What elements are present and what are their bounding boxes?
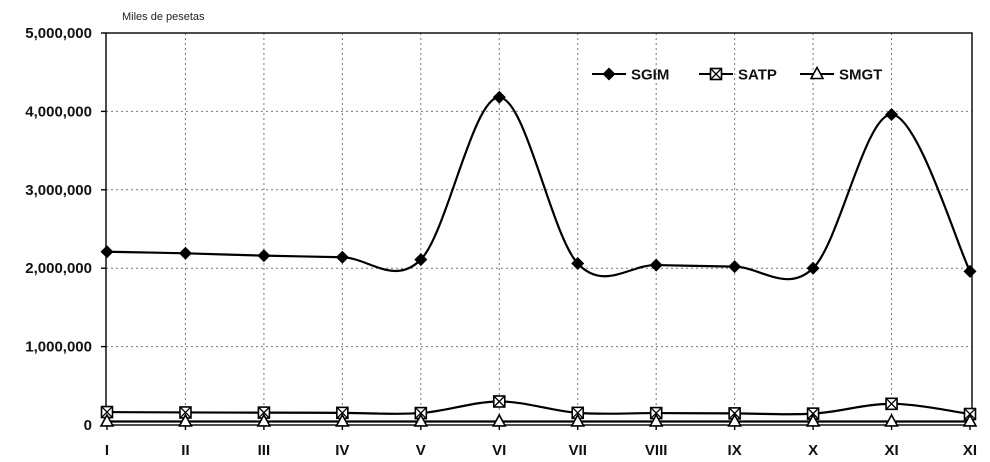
- data-point-sgim: [728, 260, 742, 274]
- series-satp: [100, 395, 977, 421]
- data-point-smgt: [99, 413, 115, 427]
- legend-marker-satp: [709, 67, 723, 81]
- x-tick-label: IX: [728, 442, 742, 459]
- x-tick-label: III: [258, 442, 271, 459]
- data-point-smgt: [570, 413, 586, 427]
- legend-label-smgt: SMGT: [839, 67, 882, 84]
- legend-label-sgim: SGIM: [631, 67, 669, 84]
- data-point-smgt: [648, 413, 664, 427]
- data-point-sgim: [963, 264, 977, 278]
- data-point-sgim: [571, 256, 585, 270]
- x-tick-label: I: [105, 442, 109, 459]
- legend-item-sgim: SGIM: [592, 67, 669, 84]
- series-line-sgim: [106, 96, 971, 281]
- data-point-smgt: [256, 413, 272, 427]
- x-tick-label: VI: [492, 442, 506, 459]
- data-point-satp: [492, 395, 506, 408]
- data-point-smgt: [884, 413, 899, 427]
- data-point-sgim: [806, 261, 820, 275]
- data-point-smgt: [962, 413, 978, 427]
- legend-item-smgt: SMGT: [800, 65, 882, 84]
- x-tick-label: XI: [884, 442, 898, 459]
- series: [99, 90, 978, 427]
- x-tick-label: X: [808, 442, 818, 459]
- data-point-sgim: [649, 258, 663, 272]
- x-tick-label: VII: [569, 442, 587, 459]
- data-point-smgt: [335, 413, 350, 427]
- legend-item-satp: SATP: [699, 67, 777, 84]
- plot-frame: [105, 32, 973, 426]
- data-point-smgt: [727, 413, 742, 427]
- data-point-satp: [885, 397, 898, 411]
- x-tick-label: VIII: [645, 442, 668, 459]
- y-tick-label: 2,000,000: [25, 260, 92, 277]
- data-point-smgt: [413, 413, 429, 427]
- legend-label-satp: SATP: [738, 67, 777, 84]
- legend-marker-smgt: [809, 65, 825, 80]
- y-tick-label: 4,000,000: [25, 103, 92, 120]
- data-point-sgim: [885, 108, 899, 122]
- x-tick-label: V: [416, 442, 426, 459]
- y-tick-label: 5,000,000: [25, 25, 92, 42]
- y-tick-label: 1,000,000: [25, 339, 92, 356]
- data-point-smgt: [805, 413, 821, 427]
- series-line-satp: [106, 400, 971, 416]
- data-point-sgim: [100, 245, 114, 259]
- data-point-sgim: [414, 253, 428, 267]
- data-point-sgim: [257, 249, 271, 263]
- legend: SGIM SATP SMGT: [592, 65, 882, 84]
- y-tick-labels: 5,000,000 4,000,000 3,000,000 2,000,000 1,00…: [25, 25, 106, 434]
- data-point-sgim: [492, 90, 506, 104]
- y-tick-label: 3,000,000: [25, 182, 92, 199]
- data-point-sgim: [178, 246, 192, 260]
- data-point-sgim: [335, 250, 349, 264]
- x-tick-label: XI: [963, 442, 977, 459]
- data-point-smgt: [178, 413, 193, 427]
- x-tick-labels: I II III IV V VI VII VIII IX X XI XI: [105, 425, 977, 459]
- gridlines: [106, 33, 972, 425]
- y-tick-label: 0: [84, 417, 92, 434]
- legend-marker-sgim: [602, 67, 616, 81]
- x-tick-label: IV: [335, 442, 349, 459]
- series-sgim: [100, 90, 977, 281]
- data-point-smgt: [491, 413, 507, 427]
- series-smgt: [99, 413, 978, 427]
- x-tick-label: II: [181, 442, 189, 459]
- data-point-satp: [571, 406, 585, 420]
- y-axis-label: Miles de pesetas: [122, 11, 205, 23]
